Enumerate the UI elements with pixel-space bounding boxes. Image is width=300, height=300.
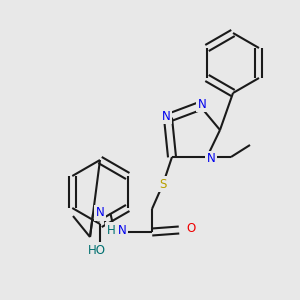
Text: H: H — [106, 224, 116, 236]
Text: S: S — [159, 178, 167, 190]
Text: N: N — [198, 98, 206, 110]
Text: H: H — [106, 224, 116, 236]
Text: N: N — [96, 206, 104, 220]
Text: N: N — [207, 152, 215, 166]
Text: HO: HO — [88, 244, 106, 256]
Text: O: O — [186, 221, 196, 235]
Text: N: N — [118, 224, 126, 236]
Text: N: N — [198, 98, 206, 110]
Text: N: N — [118, 224, 126, 236]
Text: O: O — [186, 221, 196, 235]
Text: N: N — [162, 110, 170, 122]
Text: S: S — [159, 178, 167, 190]
Text: N: N — [162, 110, 170, 122]
Text: N: N — [207, 152, 215, 166]
Text: HO: HO — [88, 244, 106, 256]
Text: N: N — [96, 206, 104, 220]
